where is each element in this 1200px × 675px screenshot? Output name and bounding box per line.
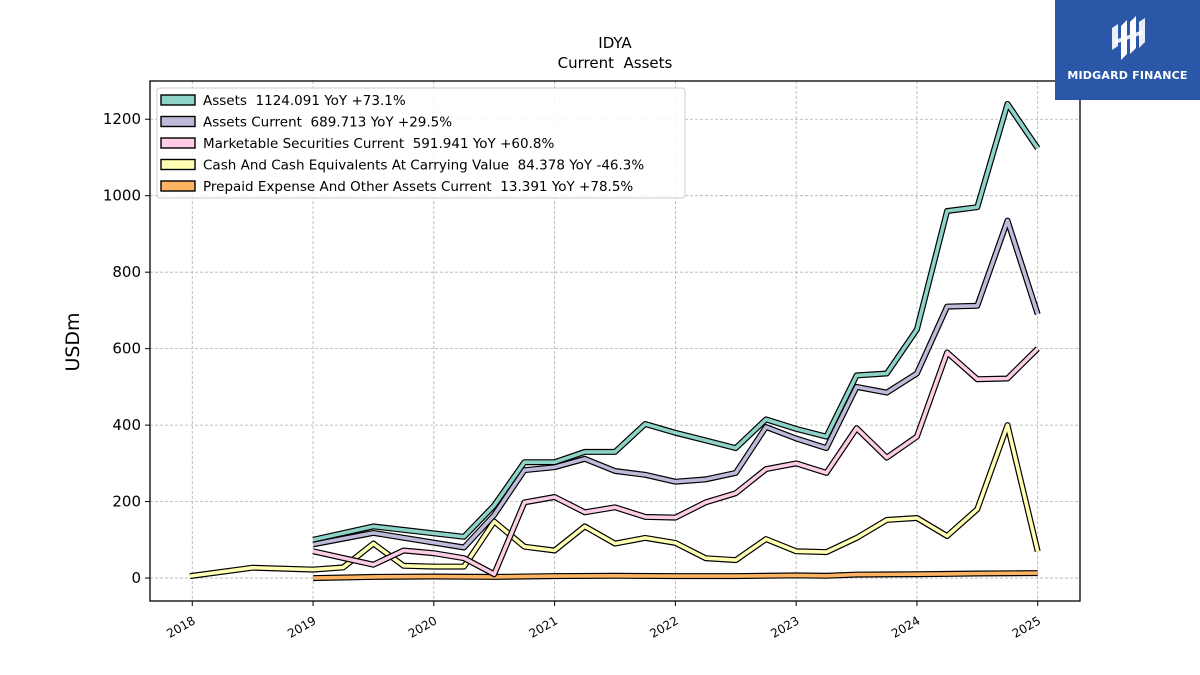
y-tick-label: 200 [112,493,141,511]
y-tick-label: 0 [131,569,141,587]
x-tick-label: 2023 [768,613,801,640]
series-0 [312,100,1041,543]
series-layer [189,100,1041,582]
legend-swatch [160,137,196,149]
legend-swatch [160,158,196,171]
y-axis: 0 200 400 600 800 1000 1200 [103,110,150,587]
series-line [312,102,1040,542]
legend-label: Cash And Cash Equivalents At Carrying Va… [203,158,644,174]
x-axis: 2018 2019 2020 2021 2022 2023 2024 2025 [164,601,1043,641]
x-tick-label: 2021 [527,613,560,640]
y-tick-label: 400 [112,416,141,434]
legend: Assets 1124.091 YoY +73.1% Assets Current… [156,87,686,199]
x-tick-label: 2024 [889,613,922,640]
y-tick-label: 1200 [103,110,141,128]
series-1 [312,217,1041,551]
legend-label: Marketable Securities Current 591.941 Yo… [203,136,554,152]
y-axis-label: USDm [62,312,84,371]
y-tick-label: 600 [112,340,141,358]
x-tick-label: 2020 [406,613,439,640]
legend-label: Assets Current 689.713 YoY +29.5% [203,115,452,131]
legend-label: Assets 1124.091 YoY +73.1% [203,93,406,109]
x-tick-label: 2019 [285,613,318,640]
plot-frame [149,80,1081,602]
series-line [312,218,1040,550]
legend-swatch [160,115,196,128]
x-tick-label: 2025 [1010,613,1043,640]
legend-box [156,87,686,199]
series-line [312,347,1039,577]
x-tick-label: 2018 [164,613,197,640]
chart-subtitle: Current Assets [558,54,673,72]
y-tick-label: 1000 [103,187,141,205]
logo-text: MIDGARD FINANCE [1067,69,1188,82]
series-2 [312,346,1040,578]
series-3 [189,422,1041,580]
legend-label: Prepaid Expense And Other Assets Current… [203,179,633,195]
chart-title: IDYA [598,34,632,52]
legend-swatch [160,94,196,106]
series-line [313,571,1038,580]
midgard-finance-logo: MIDGARD FINANCE [1055,0,1200,100]
series-4 [313,570,1038,582]
legend-swatch [160,180,196,192]
series-line [189,423,1040,578]
y-tick-label: 800 [112,263,141,281]
x-tick-label: 2022 [647,613,680,640]
logo-mark-icon [1112,16,1145,60]
